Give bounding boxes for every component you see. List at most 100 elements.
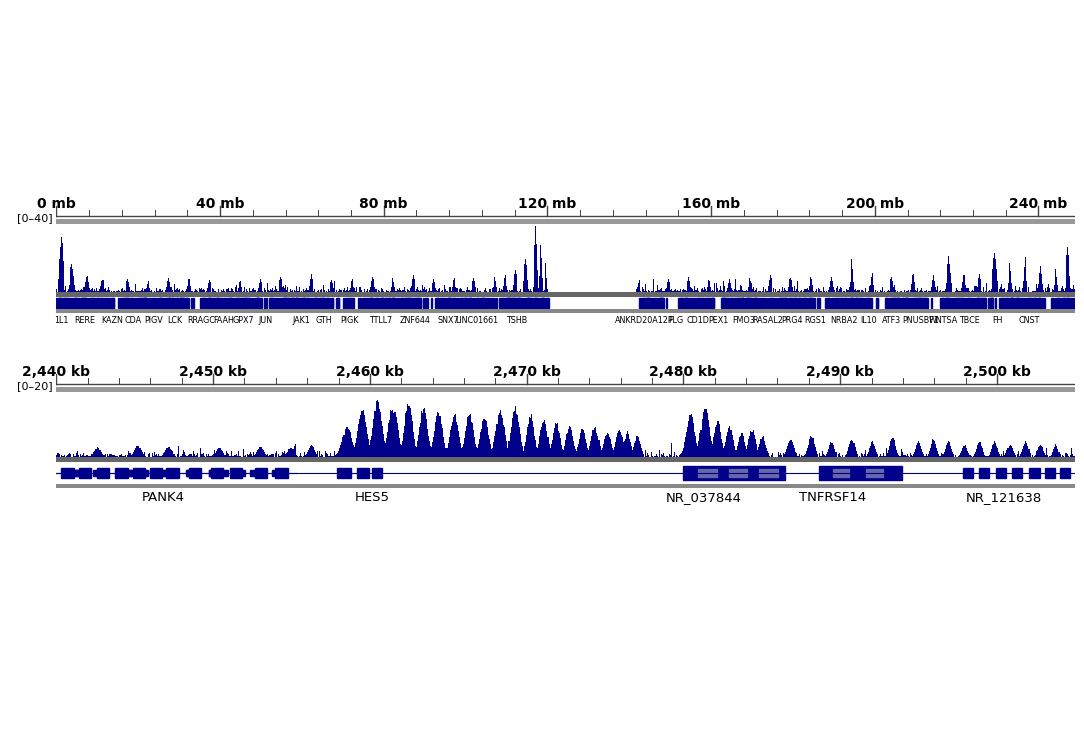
- Text: 40 mb: 40 mb: [196, 197, 244, 211]
- Bar: [818, 298, 820, 308]
- Text: 240 mb: 240 mb: [1009, 197, 1068, 211]
- Text: GTH: GTH: [315, 316, 332, 326]
- Text: JUN: JUN: [258, 316, 272, 326]
- Bar: [176, 298, 178, 308]
- Bar: [129, 469, 132, 476]
- Bar: [947, 298, 948, 308]
- Bar: [249, 298, 250, 308]
- Bar: [63, 298, 65, 308]
- Bar: [230, 298, 231, 308]
- Bar: [98, 468, 109, 478]
- Bar: [789, 298, 791, 308]
- Bar: [385, 298, 387, 308]
- Bar: [370, 298, 371, 308]
- Bar: [100, 469, 103, 476]
- Bar: [257, 298, 259, 308]
- Bar: [332, 298, 334, 308]
- Bar: [941, 298, 983, 308]
- Bar: [140, 298, 142, 308]
- Bar: [1038, 298, 1040, 308]
- Bar: [166, 298, 167, 308]
- Bar: [408, 298, 410, 308]
- Bar: [918, 298, 920, 308]
- Bar: [223, 469, 227, 476]
- Bar: [506, 298, 507, 308]
- Bar: [978, 298, 979, 308]
- Bar: [722, 298, 724, 308]
- Bar: [698, 298, 700, 308]
- Bar: [217, 298, 219, 308]
- Bar: [257, 298, 258, 308]
- Text: 2,460 kb: 2,460 kb: [336, 365, 404, 379]
- Bar: [75, 298, 76, 308]
- Bar: [979, 298, 980, 308]
- Text: RERE: RERE: [75, 316, 95, 326]
- Bar: [288, 298, 289, 308]
- Bar: [230, 468, 242, 478]
- Bar: [661, 298, 662, 308]
- Text: PIGV: PIGV: [144, 316, 163, 326]
- Bar: [1038, 298, 1041, 308]
- Text: CNST: CNST: [1019, 316, 1041, 326]
- Bar: [772, 298, 773, 308]
- Bar: [1051, 298, 1054, 308]
- Bar: [332, 298, 333, 308]
- Bar: [259, 298, 261, 308]
- Bar: [401, 298, 402, 308]
- Bar: [116, 468, 128, 478]
- Bar: [238, 298, 240, 308]
- Bar: [408, 298, 409, 308]
- Bar: [300, 298, 301, 308]
- Bar: [392, 298, 393, 308]
- Bar: [903, 298, 904, 308]
- Bar: [371, 298, 372, 308]
- Text: WNTSA: WNTSA: [928, 316, 957, 326]
- Bar: [56, 298, 113, 308]
- Bar: [924, 298, 926, 308]
- Bar: [441, 298, 442, 308]
- Bar: [887, 298, 928, 308]
- Text: 2,440 kb: 2,440 kb: [23, 365, 90, 379]
- Bar: [493, 298, 495, 308]
- Bar: [284, 298, 285, 308]
- Bar: [230, 298, 232, 308]
- Bar: [62, 468, 74, 478]
- Bar: [69, 469, 73, 476]
- Bar: [293, 298, 294, 308]
- Bar: [855, 298, 856, 308]
- Bar: [712, 298, 713, 308]
- Bar: [60, 298, 61, 308]
- Bar: [348, 298, 350, 308]
- Bar: [515, 298, 516, 308]
- Bar: [809, 298, 810, 308]
- Bar: [461, 298, 462, 308]
- Bar: [517, 298, 519, 308]
- Bar: [856, 298, 859, 308]
- Bar: [727, 298, 730, 308]
- Bar: [120, 298, 122, 308]
- Bar: [256, 298, 258, 308]
- Bar: [528, 298, 529, 308]
- Bar: [785, 298, 787, 308]
- Bar: [1057, 298, 1059, 308]
- Text: PIGK: PIGK: [340, 316, 359, 326]
- Bar: [991, 298, 992, 308]
- Bar: [964, 468, 973, 478]
- Bar: [811, 298, 812, 308]
- Bar: [322, 298, 323, 308]
- Bar: [144, 298, 146, 308]
- Text: NR_121638: NR_121638: [966, 491, 1042, 504]
- Bar: [685, 298, 686, 308]
- Bar: [886, 298, 887, 308]
- Bar: [940, 298, 941, 308]
- Bar: [208, 298, 210, 308]
- Bar: [448, 298, 449, 308]
- Bar: [886, 298, 888, 308]
- Bar: [210, 298, 212, 308]
- Bar: [296, 298, 298, 308]
- Bar: [898, 298, 899, 308]
- Bar: [991, 298, 993, 308]
- Bar: [725, 298, 726, 308]
- Bar: [180, 298, 181, 308]
- Text: 2,470 kb: 2,470 kb: [493, 365, 560, 379]
